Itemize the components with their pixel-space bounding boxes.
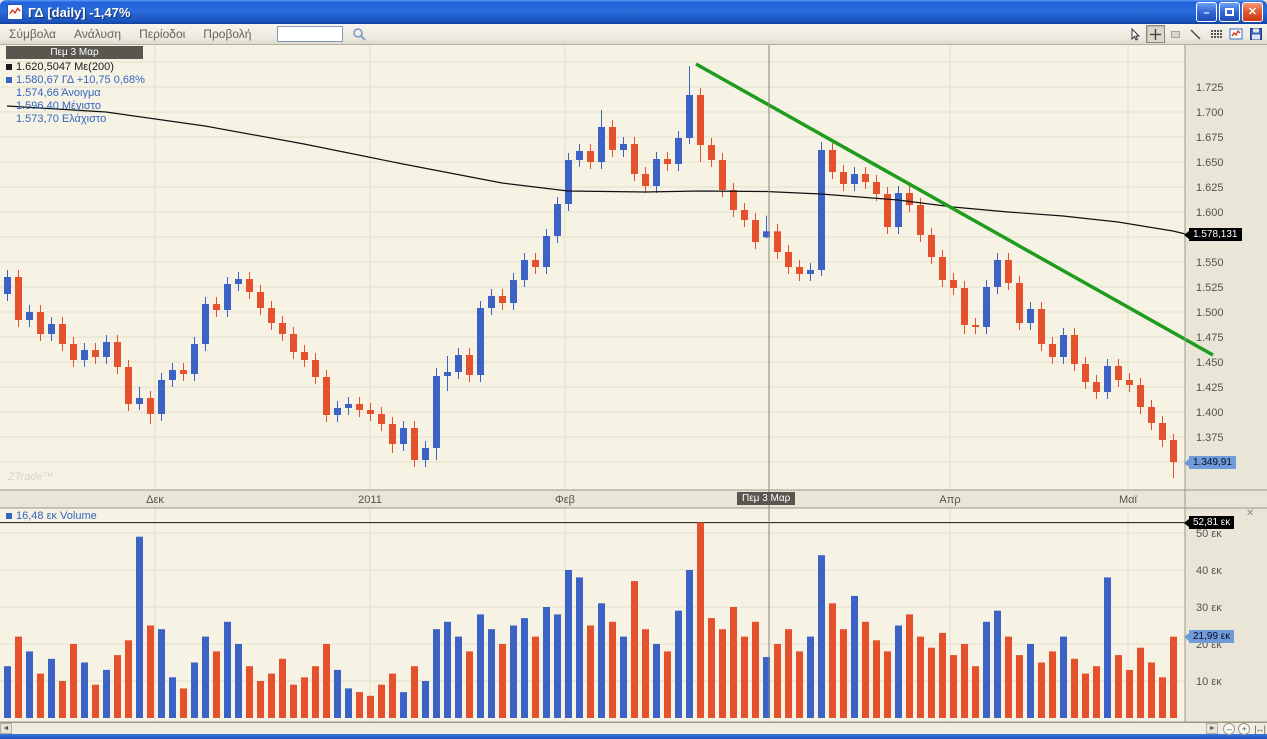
svg-text:1.475: 1.475: [1196, 332, 1224, 344]
svg-text:1.725: 1.725: [1196, 82, 1224, 94]
maximize-button[interactable]: [1219, 2, 1240, 22]
svg-text:1.625: 1.625: [1196, 182, 1224, 194]
titlebar: ΓΔ [daily] -1,47% – ✕: [0, 0, 1267, 24]
chart-region: 1.725 1.700 1.675 1.650 1.625 1.600 1.550 1.525…: [0, 45, 1267, 722]
menu-view[interactable]: Προβολή: [203, 27, 252, 41]
chart-tool-icon[interactable]: [1226, 25, 1245, 43]
trendline: [695, 62, 1214, 357]
svg-text:10 εκ: 10 εκ: [1196, 676, 1222, 688]
svg-text:1.450: 1.450: [1196, 357, 1224, 369]
svg-text:1.525: 1.525: [1196, 282, 1224, 294]
menu-periods[interactable]: Περίοδοι: [139, 27, 186, 41]
svg-text:2011: 2011: [358, 494, 382, 506]
app-icon: [7, 4, 23, 20]
close-button[interactable]: ✕: [1242, 2, 1263, 22]
svg-text:Μαϊ: Μαϊ: [1119, 494, 1138, 506]
svg-text:1.425: 1.425: [1196, 382, 1224, 394]
svg-text:1.600: 1.600: [1196, 207, 1224, 219]
svg-text:1.550: 1.550: [1196, 257, 1224, 269]
crosshair-tool-icon[interactable]: [1146, 25, 1165, 43]
symbol-search-input[interactable]: [277, 26, 344, 42]
fit-width-button[interactable]: |↔|: [1254, 723, 1266, 734]
svg-text:Φεβ: Φεβ: [555, 494, 575, 506]
svg-text:20 εκ: 20 εκ: [1196, 639, 1222, 651]
candlestick-chart[interactable]: 1.725 1.700 1.675 1.650 1.625 1.600 1.550 1.525…: [0, 45, 1267, 722]
candles: [4, 66, 1177, 478]
drawing-toolbar: [1125, 25, 1265, 43]
svg-text:1.500: 1.500: [1196, 307, 1224, 319]
zoom-controls: – + |↔|: [1218, 722, 1267, 735]
svg-text:40 εκ: 40 εκ: [1196, 565, 1222, 577]
svg-text:1.375: 1.375: [1196, 432, 1224, 444]
scrollbar-track[interactable]: [12, 723, 1206, 734]
zoom-in-button[interactable]: +: [1238, 722, 1251, 735]
menu-analysis[interactable]: Ανάλυση: [74, 27, 122, 41]
svg-text:Δεκ: Δεκ: [146, 494, 164, 506]
search-icon[interactable]: [351, 26, 367, 42]
svg-text:1.675: 1.675: [1196, 132, 1224, 144]
minimize-button[interactable]: –: [1196, 2, 1217, 22]
line-tool-icon[interactable]: [1186, 25, 1205, 43]
pointer-tool-icon[interactable]: [1126, 25, 1145, 43]
svg-text:1.400: 1.400: [1196, 407, 1224, 419]
save-tool-icon[interactable]: [1246, 25, 1265, 43]
menubar: Σύμβολα Ανάλυση Περίοδοι Προβολή: [0, 24, 1267, 45]
rect-tool-icon[interactable]: [1166, 25, 1185, 43]
scroll-right-icon[interactable]: ►: [1206, 723, 1219, 734]
svg-text:Απρ: Απρ: [939, 494, 960, 506]
volume-pane-close-icon[interactable]: ✕: [1246, 508, 1255, 519]
window-bottom-border: [0, 734, 1267, 739]
grid-tool-icon[interactable]: [1206, 25, 1225, 43]
volume-bars: [4, 522, 1177, 718]
menu-symbols[interactable]: Σύμβολα: [9, 27, 56, 41]
svg-text:1.650: 1.650: [1196, 157, 1224, 169]
scroll-left-icon[interactable]: ◄: [0, 723, 12, 734]
svg-text:50 εκ: 50 εκ: [1196, 528, 1222, 540]
svg-text:1.700: 1.700: [1196, 107, 1224, 119]
horizontal-scrollbar[interactable]: ◄ ► – + |↔|: [0, 722, 1267, 735]
ma200-line: [6, 105, 1186, 235]
zoom-out-button[interactable]: –: [1223, 722, 1236, 735]
svg-text:30 εκ: 30 εκ: [1196, 602, 1222, 614]
window-title: ΓΔ [daily] -1,47%: [28, 4, 131, 20]
